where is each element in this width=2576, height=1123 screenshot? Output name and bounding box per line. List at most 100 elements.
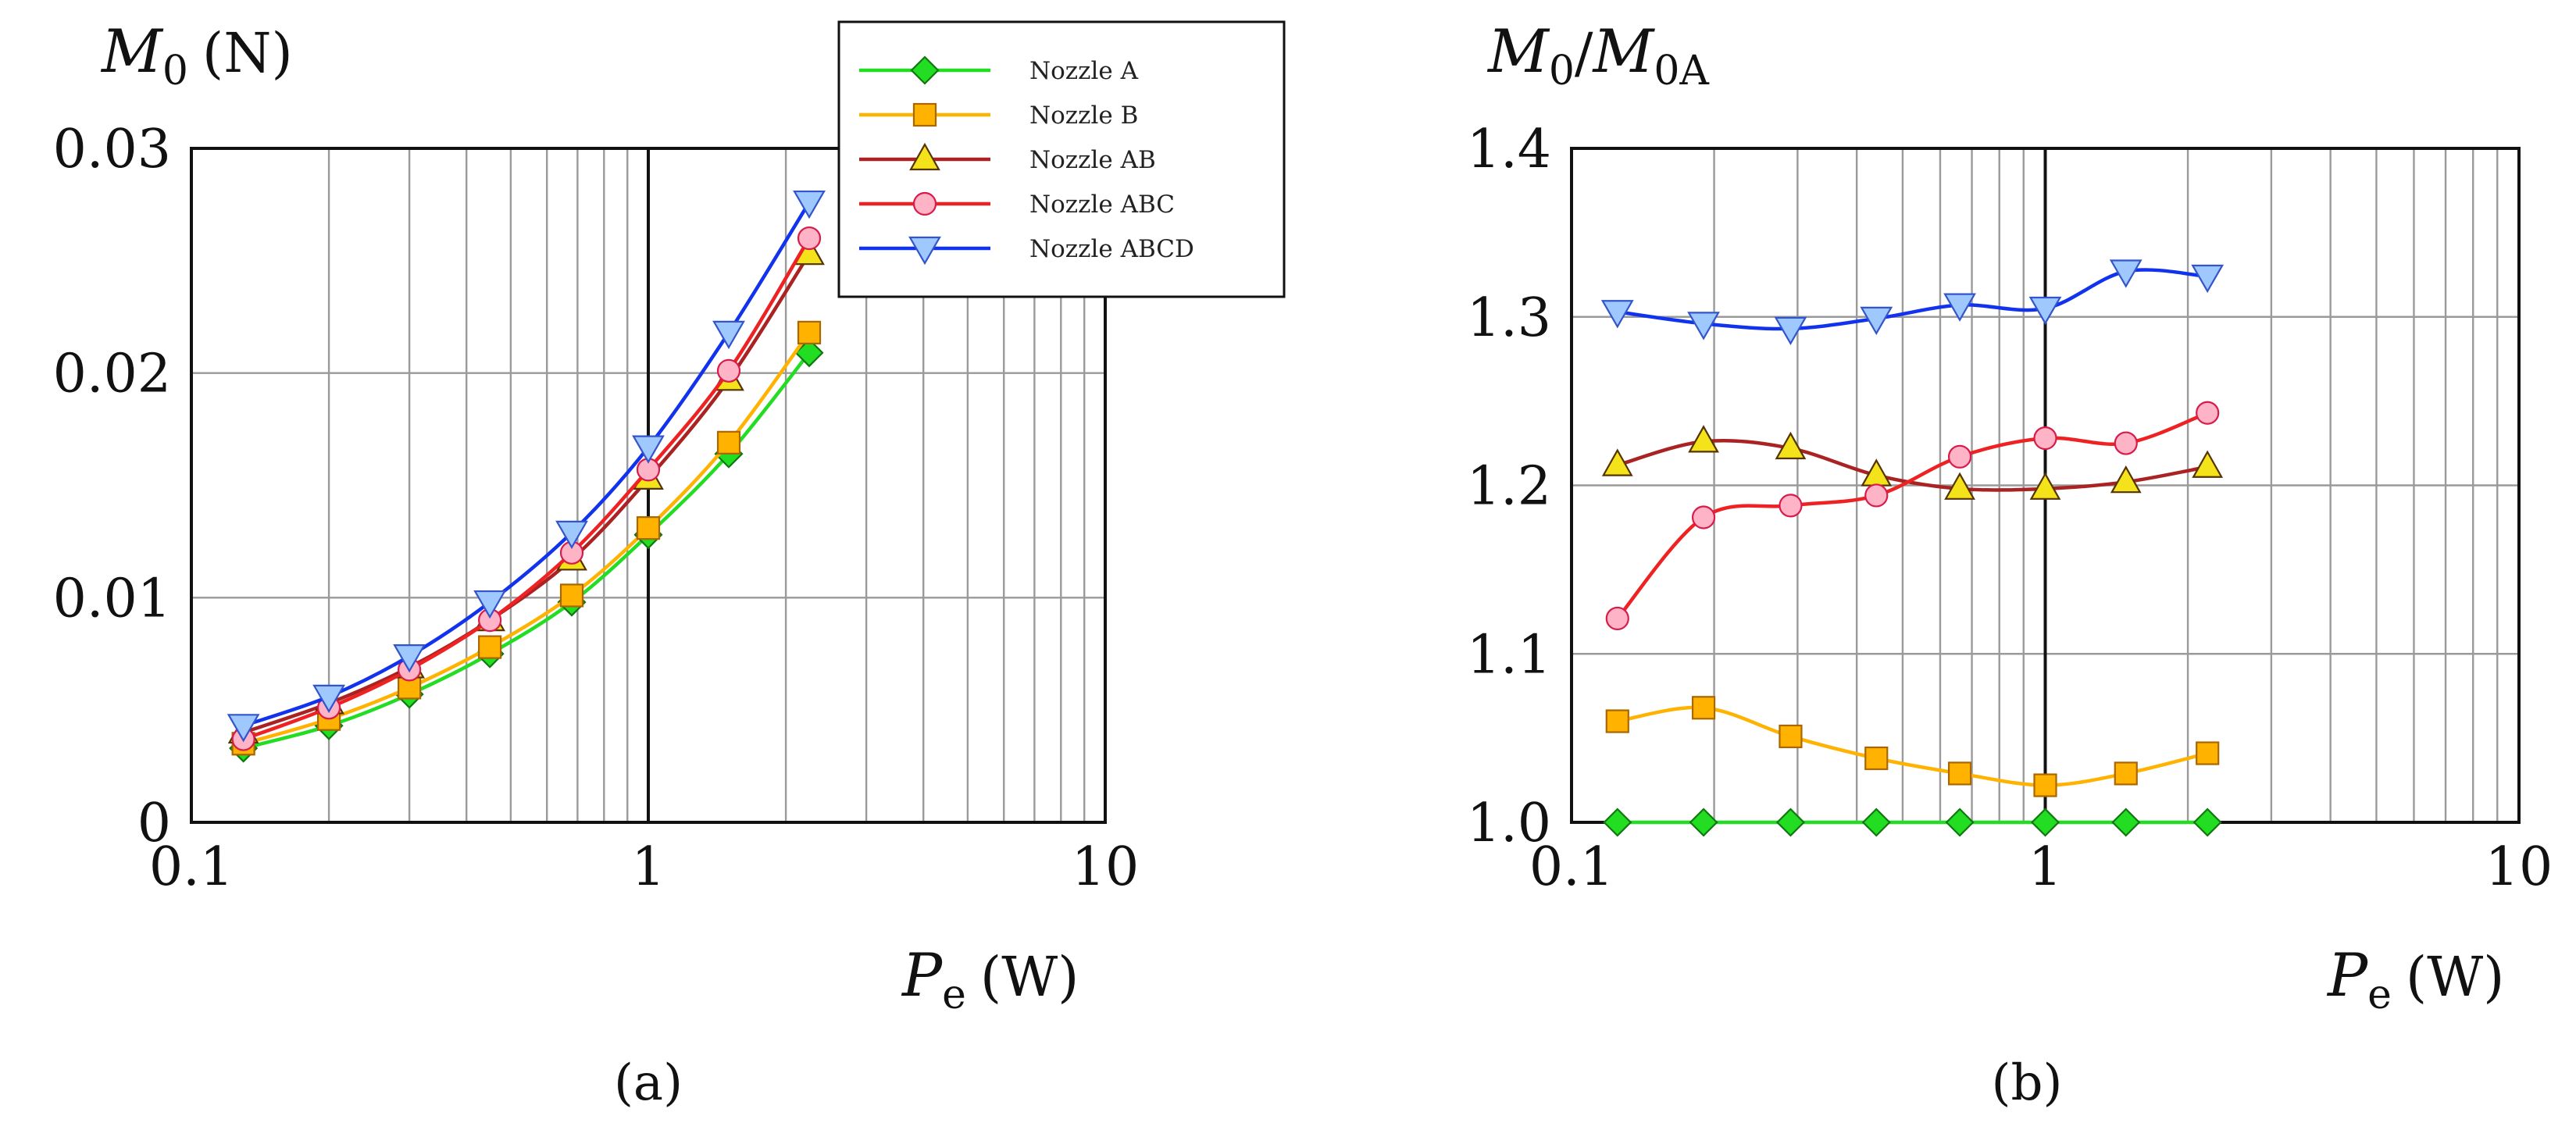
- panel-a-series-layer: [227, 190, 826, 763]
- panel-b-y-axis-label: M0/M0A: [1486, 16, 1710, 94]
- data-point-nozzle-ab: [1688, 425, 1719, 453]
- x-tick-label: 10: [2485, 836, 2553, 898]
- data-point-nozzle-abcd: [555, 520, 588, 550]
- data-point-nozzle-b: [797, 320, 822, 344]
- legend-label: Nozzle ABC: [1029, 191, 1175, 219]
- data-point-nozzle-ab: [1944, 472, 1975, 500]
- series-nozzle-abc: [1605, 401, 2220, 631]
- legend-swatch-marker: [910, 55, 940, 85]
- data-point-nozzle-a: [1945, 807, 1975, 837]
- legend: Nozzle A Nozzle B Nozzle AB Nozzle ABC Nozzl…: [837, 20, 1286, 298]
- series-nozzle-ab: [227, 237, 825, 744]
- data-point-nozzle-b: [1691, 696, 1716, 720]
- series-nozzle-abcd: [227, 190, 826, 743]
- data-point-nozzle-abcd: [712, 320, 745, 350]
- data-point-nozzle-abc: [1864, 483, 1889, 508]
- y-tick-label: 0: [137, 793, 171, 854]
- panel-a-x-axis-label: Pe (W): [901, 940, 1079, 1018]
- data-point-nozzle-abc: [1605, 606, 1629, 631]
- y-tick-label: 1.4: [1467, 119, 1551, 180]
- data-point-nozzle-a: [2030, 807, 2060, 837]
- panel-b-x-axis-label: Pe (W): [2326, 940, 2505, 1018]
- data-point-nozzle-abc: [797, 226, 822, 251]
- data-point-nozzle-abc: [2196, 401, 2220, 425]
- data-point-nozzle-b: [559, 583, 584, 608]
- x-tick-label: 10: [1072, 836, 1140, 898]
- legend-label: Nozzle A: [1029, 57, 1139, 85]
- data-point-nozzle-ab: [1601, 448, 1633, 476]
- x-tick-label: 0.1: [149, 836, 234, 898]
- data-point-nozzle-ab: [2110, 465, 2142, 494]
- data-point-nozzle-abc: [1779, 494, 1803, 518]
- data-point-nozzle-b: [716, 430, 741, 455]
- data-point-nozzle-ab: [2192, 450, 2224, 478]
- data-point-nozzle-abc: [1691, 505, 1716, 529]
- data-point-nozzle-b: [478, 635, 502, 659]
- legend-label: Nozzle AB: [1029, 146, 1156, 174]
- data-point-nozzle-abcd: [1943, 293, 1976, 322]
- data-point-nozzle-a: [1603, 807, 1632, 837]
- data-point-nozzle-a: [1689, 807, 1718, 837]
- series-nozzle-abc: [231, 226, 822, 751]
- data-point-nozzle-abc: [2033, 426, 2057, 451]
- data-point-nozzle-a: [2111, 807, 2141, 837]
- data-point-nozzle-b: [1864, 746, 1889, 771]
- legend-entry-nozzle-ab: Nozzle AB: [859, 142, 1156, 174]
- legend-entry-nozzle-abc: Nozzle ABC: [859, 191, 1175, 219]
- data-point-nozzle-abcd: [2109, 259, 2143, 288]
- legend-swatch-marker: [909, 142, 940, 171]
- y-tick-label: 1.1: [1467, 624, 1551, 686]
- data-point-nozzle-abcd: [1860, 306, 1893, 336]
- y-tick-label: 1.0: [1467, 793, 1551, 854]
- data-point-nozzle-b: [1947, 761, 1972, 786]
- data-point-nozzle-abc: [716, 358, 741, 383]
- data-point-nozzle-b: [636, 516, 661, 540]
- data-point-nozzle-b: [2033, 773, 2057, 797]
- legend-swatch-marker: [912, 102, 937, 127]
- data-point-nozzle-b: [2196, 741, 2220, 765]
- data-point-nozzle-b: [1779, 724, 1803, 749]
- panel-a-chart: 0.1 1 10 0 0.01 0.02 0.03 M0 (N) Pe (W) (a) Nozz…: [53, 16, 1286, 1112]
- legend-swatch-marker: [912, 191, 937, 216]
- data-point-nozzle-abcd: [793, 190, 826, 219]
- x-tick-label: 0.1: [1529, 836, 1614, 898]
- data-point-nozzle-abcd: [2191, 264, 2225, 294]
- y-tick-label: 0.03: [53, 119, 171, 180]
- data-point-nozzle-b: [2114, 761, 2138, 786]
- legend-entry-nozzle-a: Nozzle A: [859, 55, 1139, 85]
- series-nozzle-a: [229, 338, 824, 763]
- data-point-nozzle-abcd: [1600, 300, 1634, 329]
- data-point-nozzle-abcd: [227, 714, 260, 743]
- y-tick-label: 1.3: [1467, 287, 1551, 349]
- x-tick-label: 1: [2028, 836, 2062, 898]
- legend-label: Nozzle ABCD: [1029, 235, 1194, 263]
- data-point-nozzle-ab: [2029, 472, 2061, 500]
- data-point-nozzle-abcd: [312, 684, 346, 714]
- panel-a-label: (a): [614, 1054, 683, 1112]
- data-point-nozzle-abc: [2114, 431, 2138, 455]
- panel-a-plot-frame: [190, 147, 1107, 824]
- data-point-nozzle-ab: [1775, 431, 1807, 460]
- panel-a-y-axis-label: M0 (N): [100, 16, 293, 94]
- data-point-nozzle-b: [1605, 709, 1629, 733]
- data-point-nozzle-abcd: [393, 644, 426, 673]
- series-nozzle-abcd: [1600, 259, 2225, 346]
- panel-b-label: (b): [1992, 1054, 2063, 1112]
- series-nozzle-ab: [1601, 425, 2224, 500]
- panel-b-tick-labels: 0.1 1 10 1.0 1.1 1.2 1.3 1.4: [1467, 119, 2553, 898]
- y-tick-label: 0.01: [53, 568, 171, 629]
- y-tick-label: 0.02: [53, 344, 171, 405]
- data-point-nozzle-a: [794, 338, 824, 368]
- legend-swatch-marker: [908, 236, 941, 266]
- series-nozzle-a: [1603, 807, 2222, 837]
- legend-label: Nozzle B: [1029, 102, 1138, 130]
- legend-entry-nozzle-abcd: Nozzle ABCD: [859, 235, 1194, 266]
- panel-a-tick-labels: 0.1 1 10 0 0.01 0.02 0.03: [53, 119, 1140, 898]
- data-point-nozzle-abc: [1947, 444, 1972, 469]
- data-point-nozzle-abcd: [1774, 316, 1807, 346]
- series-nozzle-b: [1605, 696, 2220, 797]
- y-tick-label: 1.2: [1467, 456, 1551, 518]
- panel-b-series-layer: [1600, 259, 2225, 837]
- data-point-nozzle-abcd: [2028, 296, 2062, 326]
